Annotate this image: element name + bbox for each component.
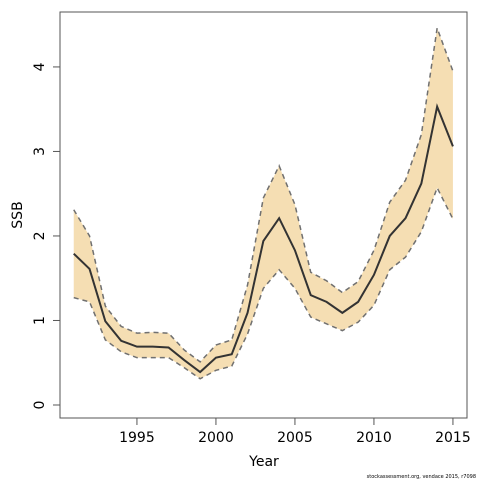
x-tick-label: 2015 <box>435 430 471 446</box>
y-tick-label: 4 <box>32 62 48 71</box>
x-tick-label: 2010 <box>356 430 392 446</box>
y-tick-label: 0 <box>32 401 48 410</box>
y-tick-label: 1 <box>32 316 48 325</box>
x-tick-label: 2000 <box>198 430 234 446</box>
caption: stockassessment.org, vendace 2015, r7098 <box>367 474 476 480</box>
x-tick-label: 1995 <box>119 430 155 446</box>
confidence-band <box>73 28 453 379</box>
bound-line <box>73 27 454 363</box>
y-axis-label: SSB <box>10 201 26 228</box>
line <box>73 103 454 374</box>
x-axis-label: Year <box>248 454 279 470</box>
y-tick-label: 2 <box>32 231 48 240</box>
x-tick-label: 2005 <box>277 430 313 446</box>
bound-line <box>73 185 454 380</box>
plot-frame <box>59 11 468 419</box>
y-tick-label: 3 <box>32 147 48 156</box>
